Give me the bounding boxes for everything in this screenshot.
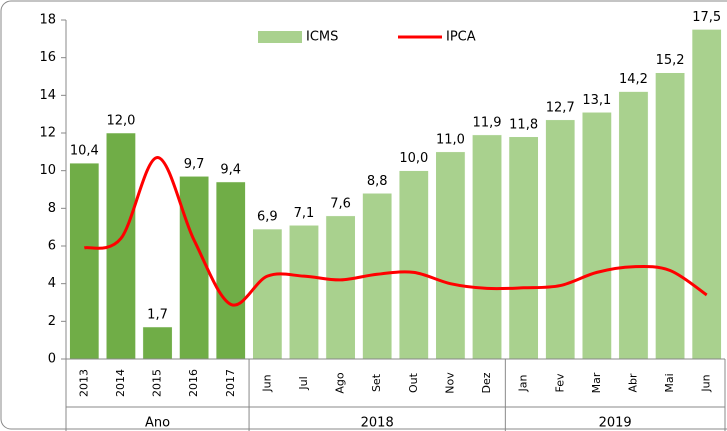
x-tick-label: Jan — [517, 374, 530, 392]
data-label: 6,9 — [257, 210, 278, 225]
x-tick-label: 2017 — [224, 369, 237, 397]
x-tick-label: Mar — [590, 372, 603, 393]
x-tick-label: Jun — [260, 374, 273, 392]
data-label: 8,8 — [367, 174, 388, 189]
x-tick-label: Ago — [334, 372, 347, 394]
bar — [655, 72, 685, 360]
x-tick-label: 2016 — [187, 369, 200, 397]
group-label: 2019 — [599, 416, 632, 431]
x-tick-label: 2014 — [114, 369, 127, 397]
x-tick-label: Dez — [480, 372, 493, 393]
bar — [581, 112, 612, 360]
bar — [289, 225, 319, 360]
y-tick-label: 12 — [39, 126, 56, 141]
line — [83, 155, 708, 307]
y-tick-label: 8 — [48, 201, 56, 216]
legend-swatch — [258, 31, 302, 43]
bar — [179, 176, 210, 360]
group-label: Ano — [145, 416, 170, 431]
x-tick-label: Jun — [700, 374, 713, 392]
y-tick-label: 10 — [39, 163, 56, 178]
data-label: 10,0 — [399, 151, 428, 166]
data-label: 9,4 — [220, 162, 241, 177]
x-tick-label: Nov — [443, 372, 456, 394]
data-label: 15,2 — [656, 53, 685, 68]
bar — [325, 215, 356, 360]
y-tick-label: 6 — [48, 239, 56, 254]
x-tick-label: Mai — [663, 373, 676, 392]
y-tick-label: 2 — [48, 314, 56, 329]
bar — [398, 170, 429, 360]
data-label: 11,8 — [509, 117, 538, 132]
bar — [435, 151, 466, 360]
x-tick-label: 2013 — [77, 369, 90, 397]
x-tick-label: Set — [370, 373, 383, 392]
group-label: 2018 — [361, 416, 394, 431]
data-label: 7,6 — [330, 196, 351, 211]
legend-label: ICMS — [306, 30, 338, 45]
bar — [691, 29, 722, 360]
bar — [142, 326, 173, 360]
data-label: 14,2 — [619, 72, 648, 87]
data-label: 12,7 — [546, 100, 575, 115]
bar — [252, 228, 283, 360]
y-tick-label: 14 — [39, 88, 56, 103]
x-tick-label: 2015 — [151, 369, 164, 397]
data-label: 9,7 — [184, 157, 205, 172]
data-label: 10,4 — [70, 144, 99, 159]
y-tick-label: 16 — [39, 50, 56, 65]
data-label: 7,1 — [294, 206, 315, 221]
y-tick-label: 0 — [48, 352, 56, 367]
data-label: 1,7 — [147, 307, 168, 322]
bar — [472, 134, 502, 360]
data-label: 13,1 — [582, 93, 611, 108]
data-label: 12,0 — [106, 114, 135, 129]
data-label: 17,5 — [692, 10, 721, 25]
data-label: 11,9 — [473, 115, 502, 130]
x-tick-label: Jul — [297, 376, 310, 390]
bar — [69, 162, 100, 360]
bar — [215, 181, 246, 360]
y-tick-label: 18 — [39, 13, 56, 28]
y-tick-label: 4 — [48, 276, 56, 291]
bar — [545, 119, 576, 360]
legend-label: IPCA — [446, 30, 476, 45]
data-label: 11,0 — [436, 132, 465, 147]
x-tick-label: Abr — [626, 373, 639, 393]
bar — [508, 136, 539, 360]
bar — [618, 91, 649, 360]
x-tick-label: Fev — [553, 373, 566, 392]
x-tick-label: Out — [407, 372, 420, 393]
